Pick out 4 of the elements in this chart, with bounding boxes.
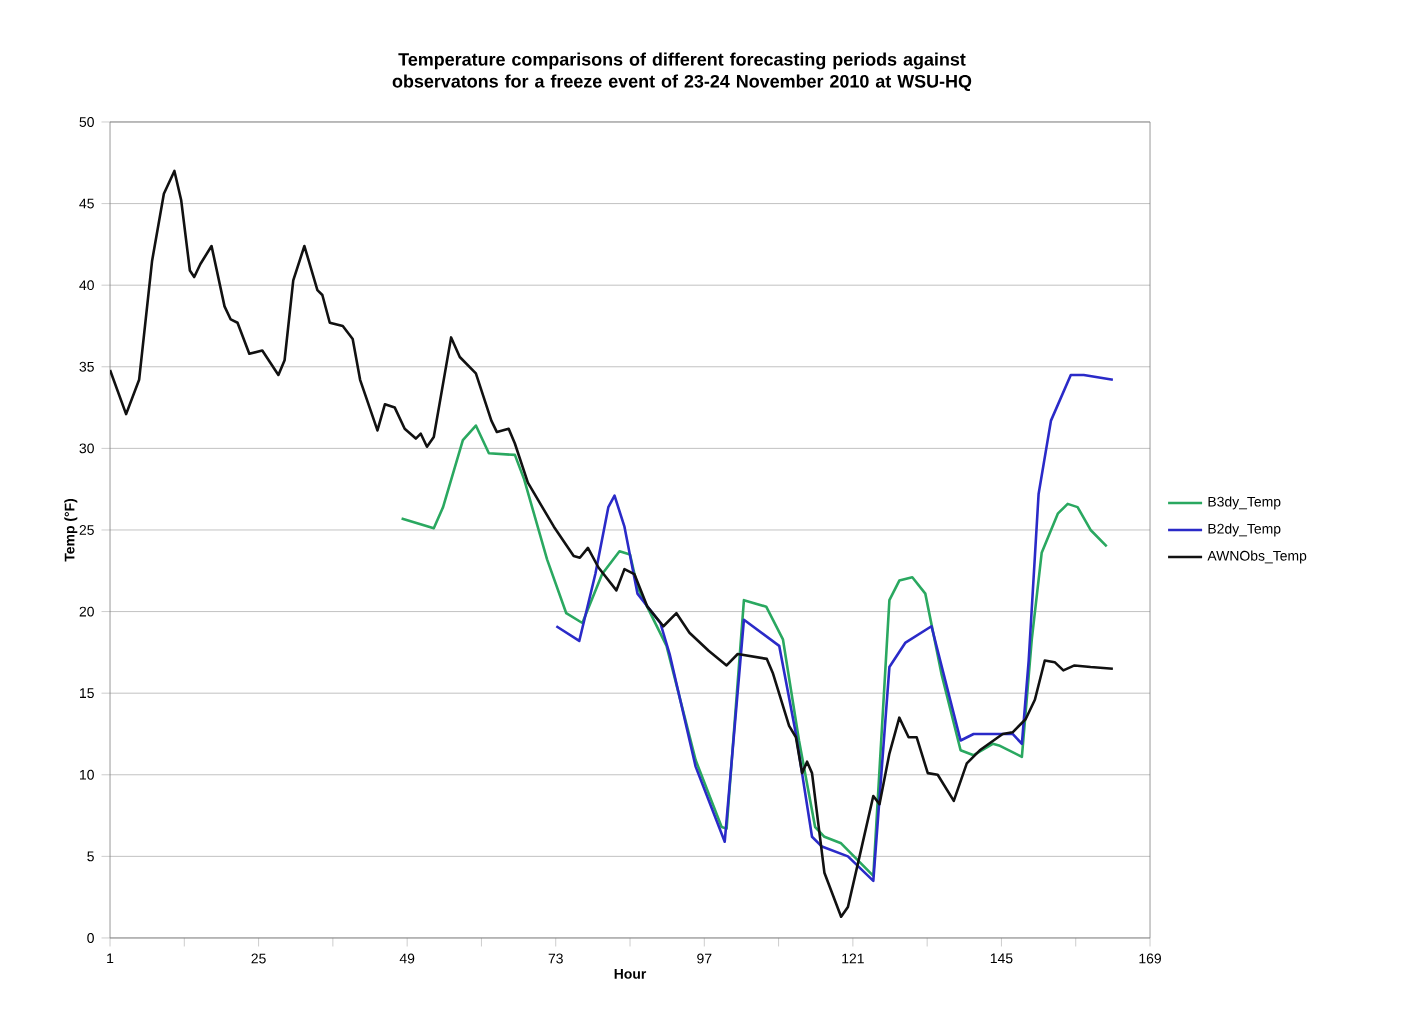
chart-title: Temperature comparisons of different forecasting periods against observatons for a freeze event of 23-24 November 2010 at WSU-HQ xyxy=(392,52,972,91)
line-series xyxy=(555,373,1115,883)
line-series xyxy=(400,424,1108,878)
line-series xyxy=(110,169,1115,919)
